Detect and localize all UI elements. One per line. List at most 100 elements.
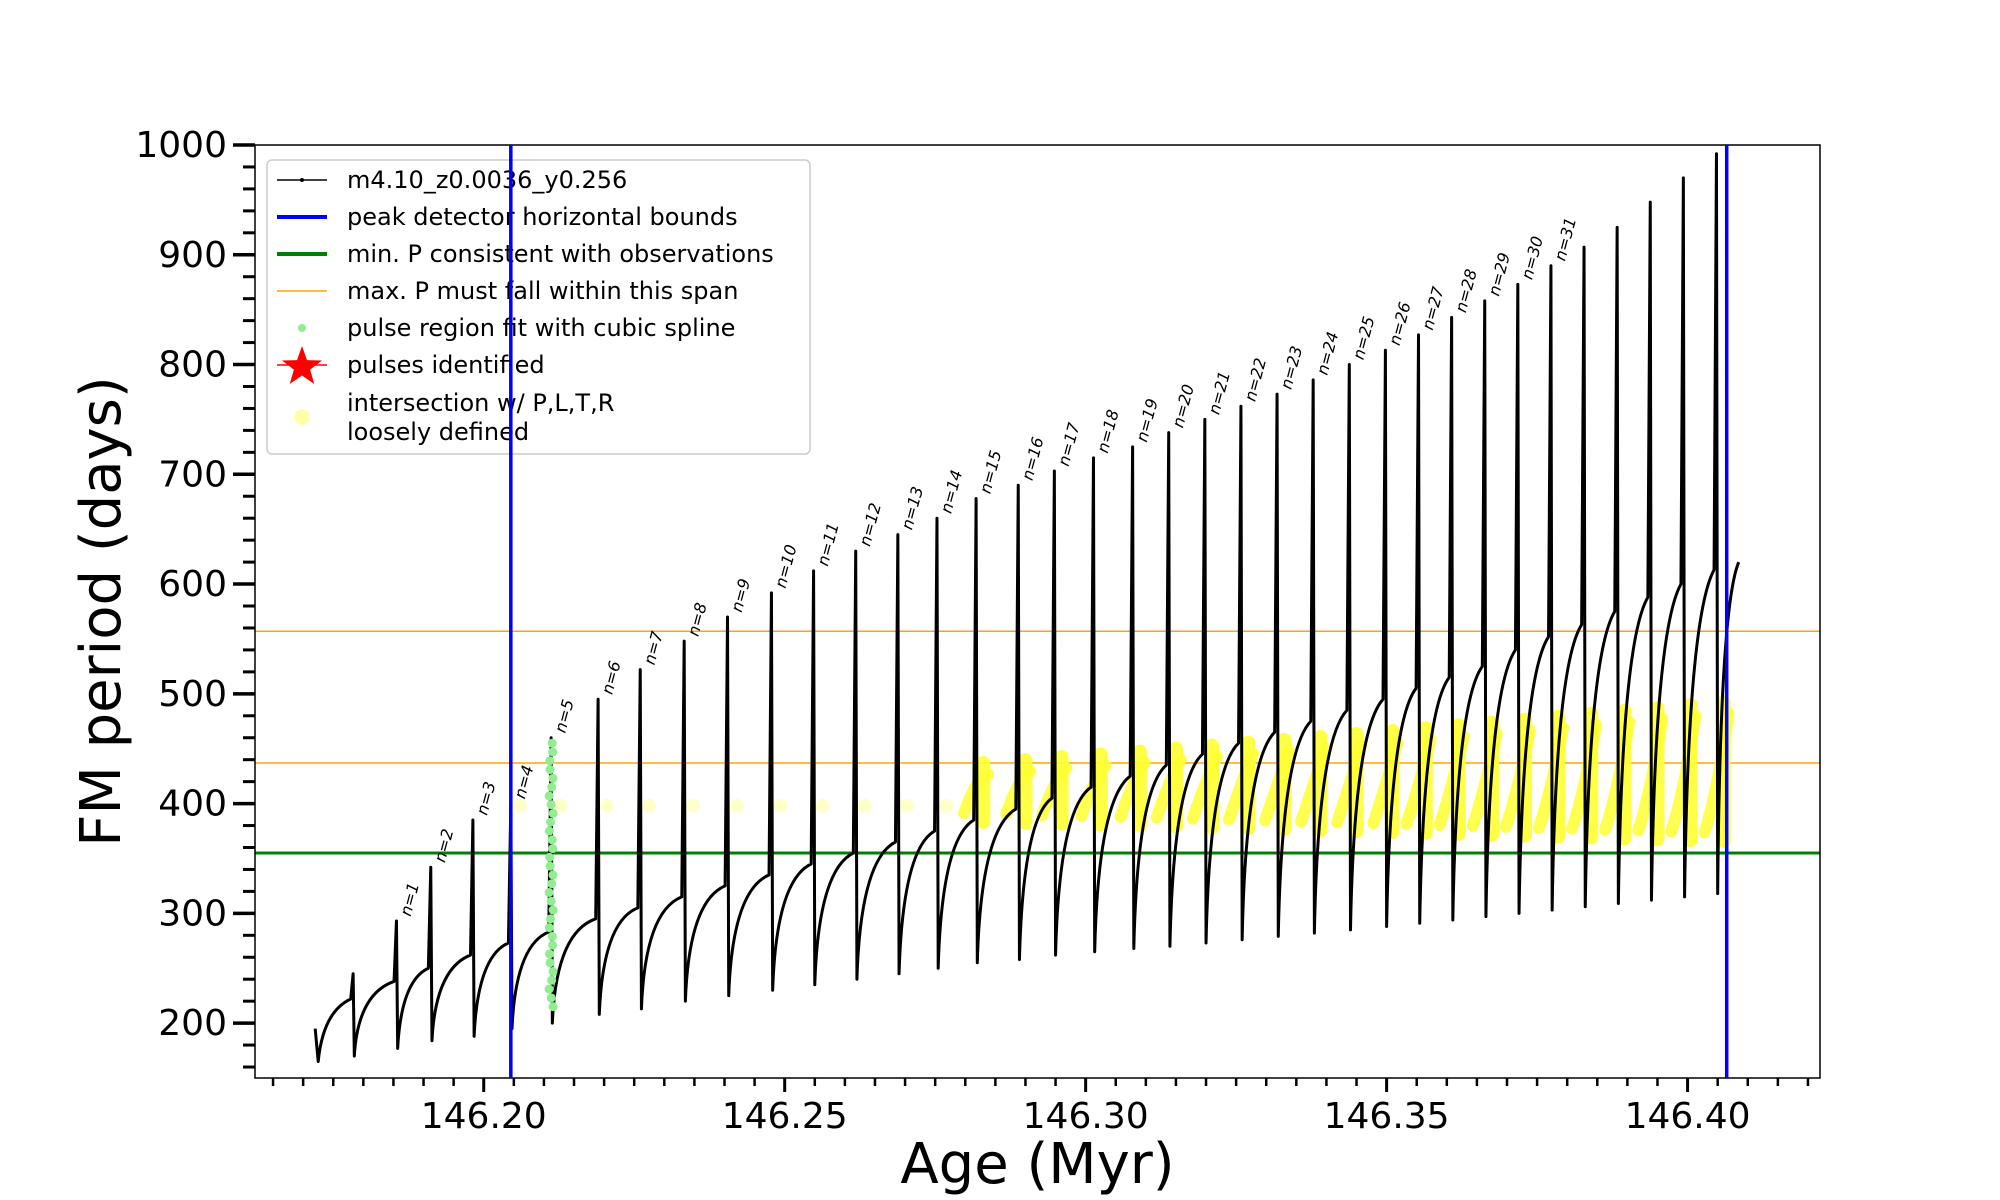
intersection-point [553, 798, 568, 813]
spline-point [546, 896, 556, 906]
intersection-point [939, 798, 954, 813]
pulse-label: n=13 [897, 484, 927, 531]
y-tick-label: 700 [158, 454, 227, 495]
spline-point [547, 931, 557, 941]
spline-point [547, 738, 557, 748]
spline-point [548, 747, 558, 757]
legend-label: pulse region fit with cubic spline [347, 314, 735, 342]
spline-point [546, 914, 556, 924]
spline-point [545, 756, 555, 766]
legend-label: loosely defined [347, 418, 529, 446]
intersection-region [512, 695, 1735, 849]
pulse-label: n=9 [727, 577, 754, 615]
intersection-point [600, 798, 615, 813]
legend-handle-dot [298, 324, 306, 332]
spline-point [544, 887, 554, 897]
intersection-point [815, 798, 830, 813]
spline-point [545, 949, 555, 959]
pulse-label: n=24 [1313, 330, 1343, 377]
pulse-label: n=29 [1484, 251, 1514, 298]
spline-point [545, 958, 555, 968]
spline-point [547, 975, 557, 985]
spline-point [548, 967, 558, 977]
pulse-label: n=31 [1550, 215, 1580, 262]
x-tick-label: 146.20 [421, 1096, 547, 1137]
y-tick-label: 900 [158, 235, 227, 276]
pulse-label: n=19 [1132, 397, 1162, 444]
pulse-label: n=21 [1204, 369, 1234, 416]
spline-point [544, 826, 554, 836]
spline-point [547, 782, 557, 792]
spline-point [545, 765, 555, 775]
pulse-label: n=2 [430, 827, 457, 865]
x-axis-title: Age (Myr) [900, 1132, 1174, 1197]
x-tick-label: 146.30 [1023, 1096, 1149, 1137]
intersection-point [642, 798, 657, 813]
spline-point [545, 852, 555, 862]
legend-label: max. P must fall within this span [347, 277, 738, 305]
pulse-label: n=15 [976, 448, 1006, 495]
pulse-label: n=27 [1418, 284, 1448, 332]
pulse-label: n=3 [472, 780, 499, 818]
spline-point [545, 861, 555, 871]
pulse-label: n=1 [396, 881, 423, 919]
legend-label: intersection w/ P,L,T,R [347, 389, 614, 417]
spline-point [544, 984, 554, 994]
pulse-label: n=14 [936, 468, 966, 515]
spline-point [546, 800, 556, 810]
spline-fit-region [544, 738, 558, 1012]
pulse-label: n=22 [1240, 356, 1270, 403]
spline-point [544, 791, 554, 801]
spline-point [548, 1002, 558, 1012]
y-tick-label: 200 [158, 1003, 227, 1044]
spline-point [548, 905, 558, 915]
spline-point [546, 993, 556, 1003]
pulse-label: n=6 [598, 659, 625, 697]
pulse-label: n=20 [1168, 382, 1198, 429]
legend-label: m4.10_z0.0036_y0.256 [347, 166, 627, 194]
spline-point [548, 808, 558, 818]
y-axis-title: FM period (days) [69, 376, 134, 846]
model-track-series [313, 152, 1741, 1064]
star-icon [282, 346, 322, 384]
spline-point [548, 773, 558, 783]
pulse-label: n=7 [640, 628, 667, 666]
pulse-label: n=10 [771, 543, 801, 590]
pulse-label: n=17 [1054, 420, 1084, 468]
legend-label: min. P consistent with observations [347, 240, 774, 268]
pulse-label: n=4 [510, 763, 537, 801]
spline-point [546, 817, 556, 827]
intersection-point [512, 798, 527, 813]
y-tick-label: 500 [158, 674, 227, 715]
y-axis: 200 300 400 500 600 700 800 900 1000 [135, 125, 255, 1069]
pulse-label: n=23 [1277, 344, 1307, 391]
intersection-point [773, 798, 788, 813]
legend-label: peak detector horizontal bounds [347, 203, 738, 231]
spline-point [544, 923, 554, 933]
pulse-label: n=11 [813, 521, 843, 568]
x-axis: 146.20 146.25 146.30 146.35 146.40 [271, 1078, 1810, 1137]
spline-point [547, 879, 557, 889]
series-line [313, 152, 1741, 1064]
legend-handle-marker [300, 178, 304, 182]
pulse-label: n=5 [551, 697, 578, 735]
x-tick-label: 146.35 [1324, 1096, 1450, 1137]
spline-point [548, 844, 558, 854]
pulse-label: n=18 [1093, 408, 1123, 455]
intersection-point [857, 798, 872, 813]
y-tick-label: 300 [158, 893, 227, 934]
intersection-point [686, 798, 701, 813]
y-tick-label: 600 [158, 564, 227, 605]
pulse-label: n=25 [1349, 314, 1379, 361]
plot-frame [254, 144, 1821, 1079]
spline-point [548, 940, 558, 950]
pulse-label: n=30 [1517, 234, 1547, 281]
x-tick-label: 146.25 [722, 1096, 848, 1137]
pulse-label: n=16 [1018, 435, 1048, 482]
pulse-label: n=28 [1451, 267, 1481, 314]
pulse-label: n=8 [684, 601, 711, 639]
legend-handle-circle [294, 409, 310, 425]
legend-label: pulses identified [347, 351, 545, 379]
spline-point [548, 870, 558, 880]
